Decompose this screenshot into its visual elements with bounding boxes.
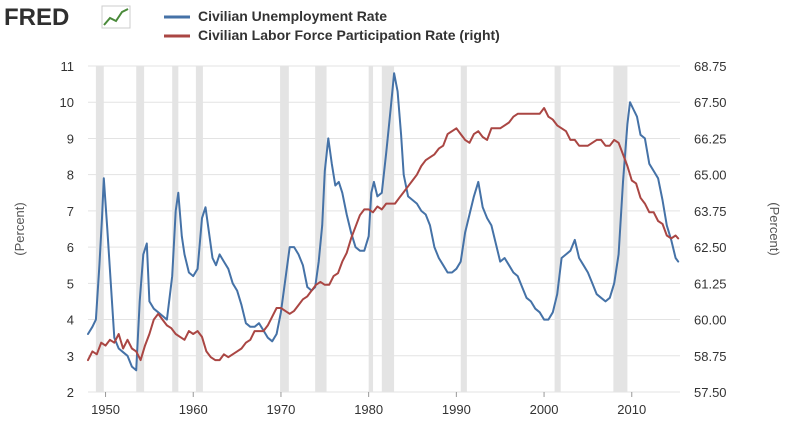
recession-band <box>195 66 203 392</box>
x-tick-label: 2000 <box>530 402 559 417</box>
recession-band <box>280 66 289 392</box>
y-right-tick-label: 63.75 <box>694 204 727 219</box>
series-line-unemployment <box>87 72 680 372</box>
x-tick-label: 1970 <box>266 402 295 417</box>
x-tick-label: 1950 <box>91 402 120 417</box>
y-right-tick-label: 58.75 <box>694 349 727 364</box>
y-axis-left: 2 3 4 5 6 7 8 9 10 11 <box>60 59 74 400</box>
x-tick-label: 1980 <box>354 402 383 417</box>
y-left-tick-label: 8 <box>67 168 74 183</box>
y-axis-left-title: (Percent) <box>12 202 27 255</box>
y-left-tick-label: 3 <box>67 349 74 364</box>
y-right-tick-label: 60.00 <box>694 313 727 328</box>
y-axis-right: 57.50 58.75 60.00 61.25 62.50 63.75 65.00 66.25… <box>694 59 727 400</box>
gridlines <box>88 65 680 393</box>
y-right-tick-label: 66.25 <box>694 131 727 146</box>
recession-band <box>136 66 145 392</box>
legend-item-participation: Civilian Labor Force Participation Rate … <box>164 27 500 43</box>
x-tick-label: 1990 <box>442 402 471 417</box>
y-left-tick-label: 2 <box>67 385 74 400</box>
recession-band <box>368 66 374 392</box>
y-left-tick-label: 4 <box>67 313 74 328</box>
recession-band <box>460 66 467 392</box>
recession-band <box>95 66 104 392</box>
fred-logo: FRED <box>4 4 131 31</box>
y-right-tick-label: 57.50 <box>694 385 727 400</box>
series-line-participation <box>87 107 680 362</box>
legend: Civilian Unemployment Rate Civilian Labo… <box>164 8 500 43</box>
y-axis-right-title: (Percent) <box>767 202 782 255</box>
y-left-tick-label: 7 <box>67 204 74 219</box>
y-left-tick-label: 6 <box>67 240 74 255</box>
legend-label: Civilian Unemployment Rate <box>198 8 387 24</box>
x-axis: 1950 1960 1970 1980 1990 2000 2010 <box>91 392 646 417</box>
legend-item-unemployment: Civilian Unemployment Rate <box>164 8 387 24</box>
x-tick-label: 2010 <box>617 402 646 417</box>
series-lines <box>87 72 680 372</box>
y-right-tick-label: 68.75 <box>694 59 727 74</box>
logo-text: FRED <box>4 4 69 31</box>
recession-band <box>381 66 395 392</box>
x-tick-label: 1960 <box>179 402 208 417</box>
recession-band <box>554 66 561 392</box>
y-left-tick-label: 9 <box>67 131 74 146</box>
y-left-tick-label: 11 <box>61 59 75 74</box>
y-right-tick-label: 61.25 <box>694 276 727 291</box>
y-right-tick-label: 65.00 <box>694 168 727 183</box>
y-left-tick-label: 10 <box>60 95 74 110</box>
legend-label: Civilian Labor Force Participation Rate … <box>198 27 500 43</box>
y-right-tick-label: 67.50 <box>694 95 727 110</box>
y-left-tick-label: 5 <box>67 276 74 291</box>
y-right-tick-label: 62.50 <box>694 240 727 255</box>
line-chart-icon <box>101 5 131 29</box>
